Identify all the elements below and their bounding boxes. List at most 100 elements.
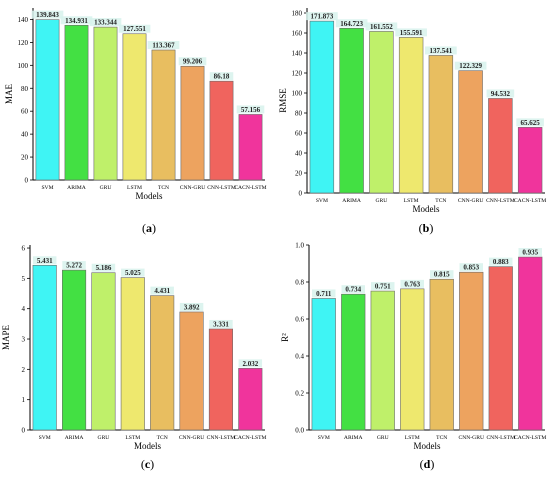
value-label-highlight bbox=[236, 105, 265, 114]
bar-lstm bbox=[400, 288, 425, 431]
bar-svm bbox=[311, 298, 336, 431]
y-tick-label: 20 bbox=[21, 154, 29, 162]
y-axis-label: RMSE bbox=[278, 88, 288, 113]
y-tick-label: 100 bbox=[292, 90, 303, 98]
bar-value-label: 57.156 bbox=[241, 106, 261, 114]
bar-gru bbox=[91, 272, 116, 431]
x-tick-label: TCN bbox=[157, 435, 168, 441]
value-label-highlight bbox=[335, 19, 368, 28]
y-tick-label: 120 bbox=[292, 70, 303, 78]
x-tick-label: ARIMA bbox=[67, 185, 86, 191]
value-label-highlight bbox=[306, 12, 338, 21]
bar-arima bbox=[62, 269, 87, 431]
x-tick-label: SVM bbox=[39, 435, 51, 441]
bar-value-label: 2.032 bbox=[242, 360, 258, 368]
value-label-highlight bbox=[341, 285, 365, 294]
y-tick-label: 100 bbox=[18, 62, 29, 70]
bar-cnn-gru bbox=[459, 271, 484, 431]
x-tick-label: CNN-GRU bbox=[180, 185, 205, 191]
x-tick-label: CNN-LSTM bbox=[207, 435, 236, 441]
y-tick-label: 180 bbox=[292, 10, 303, 18]
value-label-highlight bbox=[209, 319, 233, 328]
panel-label: (b) bbox=[419, 221, 434, 235]
bar-arima bbox=[64, 24, 89, 181]
y-tick-label: 60 bbox=[21, 108, 29, 116]
bar-lstm bbox=[120, 277, 145, 431]
value-label-highlight bbox=[89, 18, 122, 27]
x-tick-label: LSTM bbox=[125, 435, 140, 441]
y-tick-label: 140 bbox=[292, 50, 303, 58]
x-tick-label: ARIMA bbox=[65, 435, 84, 441]
bar-value-label: 86.18 bbox=[214, 73, 230, 81]
value-label-highlight bbox=[459, 263, 483, 272]
value-label-highlight bbox=[365, 22, 398, 31]
value-label-highlight bbox=[91, 263, 116, 272]
value-label-highlight bbox=[147, 41, 180, 50]
x-tick-label: CNN-GRU bbox=[179, 435, 204, 441]
value-label-highlight bbox=[371, 282, 395, 291]
bar-tcn bbox=[428, 55, 454, 194]
bar-value-label: 113.367 bbox=[152, 42, 175, 50]
x-tick-label: GRU bbox=[98, 435, 110, 441]
bar-value-label: 134.931 bbox=[65, 17, 88, 25]
value-label-highlight bbox=[121, 268, 145, 277]
y-axis-label: MAPE bbox=[1, 325, 11, 351]
x-tick-label: CNN-LSTM bbox=[486, 198, 515, 204]
x-tick-label: CNN-LSTM bbox=[207, 185, 236, 191]
value-label-highlight bbox=[312, 289, 336, 298]
bar-value-label: 0.751 bbox=[375, 283, 391, 291]
y-tick-label: 1 bbox=[22, 396, 26, 404]
value-label-highlight bbox=[489, 257, 513, 266]
value-label-highlight bbox=[486, 89, 515, 98]
bar-svm bbox=[35, 19, 60, 181]
bar-cacn-lstm bbox=[517, 127, 543, 194]
y-tick-label: 80 bbox=[21, 85, 29, 93]
y-tick-label: 160 bbox=[292, 30, 303, 38]
bar-gru bbox=[370, 290, 395, 431]
bar-value-label: 0.815 bbox=[434, 271, 450, 279]
bar-value-label: 65.625 bbox=[521, 119, 541, 127]
bar-value-label: 0.883 bbox=[493, 258, 509, 266]
bar-value-label: 155.591 bbox=[400, 29, 423, 37]
x-tick-label: SVM bbox=[41, 185, 53, 191]
y-tick-label: 20 bbox=[295, 170, 303, 178]
y-tick-label: 0.2 bbox=[295, 390, 304, 398]
value-label-highlight bbox=[178, 57, 207, 66]
bar-gru bbox=[93, 26, 118, 181]
bar-value-label: 5.025 bbox=[125, 269, 141, 277]
y-tick-label: 0 bbox=[22, 427, 26, 435]
y-tick-label: 40 bbox=[295, 150, 303, 158]
value-label-highlight bbox=[516, 118, 544, 127]
value-label-highlight bbox=[400, 279, 424, 288]
x-tick-label: CNN-LSTM bbox=[486, 435, 515, 441]
x-tick-label: TCN bbox=[435, 198, 446, 204]
y-tick-label: 140 bbox=[18, 16, 29, 24]
value-label-highlight bbox=[425, 46, 457, 55]
panel-label: (d) bbox=[420, 457, 435, 471]
bar-value-label: 99.206 bbox=[183, 58, 203, 66]
bar-cacn-lstm bbox=[518, 256, 543, 431]
y-tick-label: 3 bbox=[22, 336, 26, 344]
value-label-highlight bbox=[518, 248, 542, 257]
x-tick-label: GRU bbox=[375, 198, 387, 204]
bar-value-label: 5.272 bbox=[66, 262, 82, 270]
bar-value-label: 94.532 bbox=[491, 90, 511, 98]
y-axis-label: R² bbox=[280, 333, 290, 342]
bar-value-label: 133.344 bbox=[94, 19, 117, 27]
bar-value-label: 161.552 bbox=[370, 23, 393, 31]
value-label-highlight bbox=[395, 28, 427, 37]
y-tick-label: 120 bbox=[18, 39, 29, 47]
x-tick-label: CACN-LSTM bbox=[514, 198, 546, 204]
x-tick-label: ARIMA bbox=[342, 198, 361, 204]
bar-value-label: 4.431 bbox=[154, 287, 170, 295]
value-label-highlight bbox=[150, 286, 174, 295]
x-axis-label: Models bbox=[136, 191, 163, 201]
x-axis-label: Models bbox=[134, 441, 161, 451]
bar-cnn-lstm bbox=[209, 80, 234, 181]
y-tick-label: 40 bbox=[21, 131, 29, 139]
bar-svm bbox=[32, 264, 57, 431]
bar-cnn-lstm bbox=[208, 328, 233, 431]
bar-value-label: 137.541 bbox=[430, 47, 453, 55]
y-tick-label: 1.0 bbox=[295, 242, 304, 250]
bar-arima bbox=[341, 293, 366, 431]
